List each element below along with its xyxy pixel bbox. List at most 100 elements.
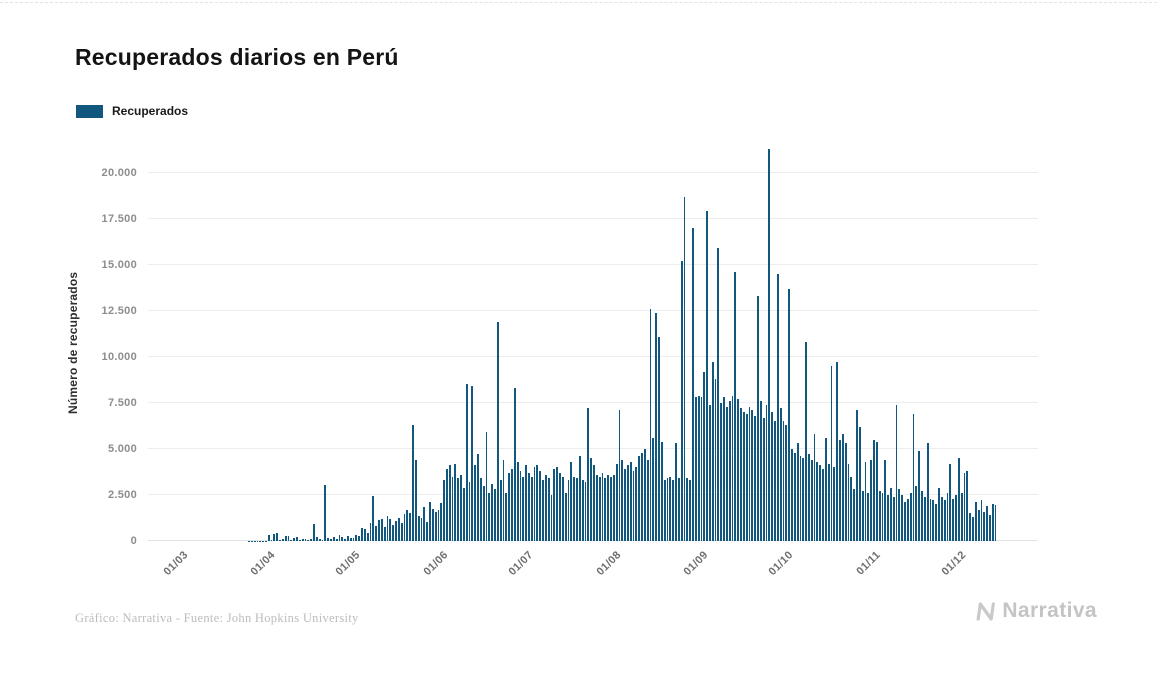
legend-swatch-recuperados bbox=[76, 104, 103, 118]
bar bbox=[776, 273, 779, 541]
bar bbox=[431, 508, 434, 541]
bar bbox=[771, 412, 774, 541]
bar bbox=[468, 482, 471, 541]
bar bbox=[887, 494, 889, 541]
bar bbox=[881, 493, 884, 541]
bar bbox=[757, 296, 759, 541]
bar bbox=[412, 424, 414, 541]
bar bbox=[833, 467, 836, 541]
bar bbox=[403, 514, 406, 541]
bar bbox=[680, 261, 683, 541]
bar bbox=[742, 412, 745, 541]
bar bbox=[437, 509, 440, 541]
bar bbox=[417, 516, 420, 541]
bar bbox=[610, 476, 612, 541]
bar bbox=[363, 529, 366, 541]
bar bbox=[462, 487, 465, 541]
bar bbox=[972, 517, 974, 541]
bar bbox=[895, 404, 898, 541]
bar bbox=[822, 469, 824, 541]
bar bbox=[471, 386, 474, 541]
bar bbox=[768, 148, 771, 541]
bar bbox=[559, 472, 561, 541]
bar bbox=[643, 448, 646, 541]
bar bbox=[344, 538, 346, 541]
gridline bbox=[148, 447, 1038, 449]
bar bbox=[703, 371, 706, 541]
bar bbox=[658, 336, 660, 541]
bar bbox=[762, 417, 765, 541]
bar bbox=[988, 515, 991, 541]
bar bbox=[276, 533, 279, 541]
y-tick-label: 2.500 bbox=[107, 488, 137, 501]
x-tick-label: 01/05 bbox=[333, 549, 363, 579]
bar bbox=[273, 533, 276, 541]
bar bbox=[284, 536, 287, 541]
bar bbox=[536, 465, 539, 541]
bar bbox=[892, 496, 895, 541]
bar bbox=[906, 498, 909, 541]
bar bbox=[528, 472, 530, 541]
bar bbox=[513, 388, 516, 541]
bar bbox=[824, 437, 827, 541]
source-credit: Gráfico: Narrativa - Fuente: John Hopkin… bbox=[75, 611, 359, 625]
bar bbox=[923, 496, 926, 541]
bar bbox=[358, 535, 361, 541]
bar bbox=[915, 485, 918, 541]
bar bbox=[522, 476, 525, 541]
bar bbox=[725, 406, 728, 541]
bar bbox=[573, 476, 576, 541]
bar bbox=[290, 539, 293, 541]
bar bbox=[347, 535, 349, 541]
bar bbox=[511, 469, 513, 541]
bar bbox=[966, 471, 969, 541]
bar bbox=[788, 288, 791, 541]
x-tick-label: 01/07 bbox=[506, 549, 536, 579]
x-tick-label: 01/11 bbox=[854, 549, 884, 578]
bar bbox=[607, 474, 610, 541]
bar bbox=[751, 410, 754, 541]
bar bbox=[544, 474, 547, 541]
x-tick-label: 01/10 bbox=[766, 549, 796, 579]
bar bbox=[460, 474, 462, 541]
bar bbox=[482, 485, 485, 541]
bar bbox=[445, 469, 448, 541]
bar bbox=[341, 536, 344, 541]
bar bbox=[655, 312, 658, 541]
bar bbox=[516, 461, 519, 541]
bar bbox=[318, 538, 321, 541]
bar bbox=[660, 441, 663, 541]
y-tick-labels: 0 2.500 5.000 7.500 10.000 12.500 15.000 17.500… bbox=[102, 145, 1038, 547]
bar bbox=[706, 211, 708, 541]
bar bbox=[791, 448, 793, 541]
bar bbox=[547, 478, 550, 541]
gridline bbox=[148, 540, 1038, 541]
bar bbox=[675, 443, 677, 541]
x-tick-label: 01/12 bbox=[939, 549, 969, 579]
bar bbox=[279, 540, 281, 541]
bar bbox=[451, 476, 454, 541]
bar bbox=[383, 527, 386, 541]
bar bbox=[986, 506, 988, 541]
bar bbox=[301, 538, 304, 541]
bar bbox=[400, 522, 403, 541]
bar bbox=[898, 489, 901, 541]
bar bbox=[499, 480, 502, 541]
y-tick-label: 10.000 bbox=[101, 350, 137, 363]
bar bbox=[731, 395, 734, 541]
bar bbox=[955, 494, 957, 541]
bar bbox=[533, 467, 536, 541]
legend-label: Recuperados bbox=[112, 104, 189, 118]
y-tick-label: 15.000 bbox=[101, 258, 137, 271]
bar bbox=[293, 538, 296, 541]
bar bbox=[672, 480, 675, 541]
gridline bbox=[148, 355, 1038, 357]
bar bbox=[321, 539, 324, 541]
chart-title: Recuperados diarios en Perú bbox=[75, 44, 399, 70]
gridline bbox=[148, 309, 1038, 311]
bar bbox=[330, 539, 332, 541]
bar bbox=[875, 441, 878, 541]
bar bbox=[635, 467, 638, 541]
bar bbox=[663, 480, 666, 541]
bar bbox=[793, 452, 796, 541]
